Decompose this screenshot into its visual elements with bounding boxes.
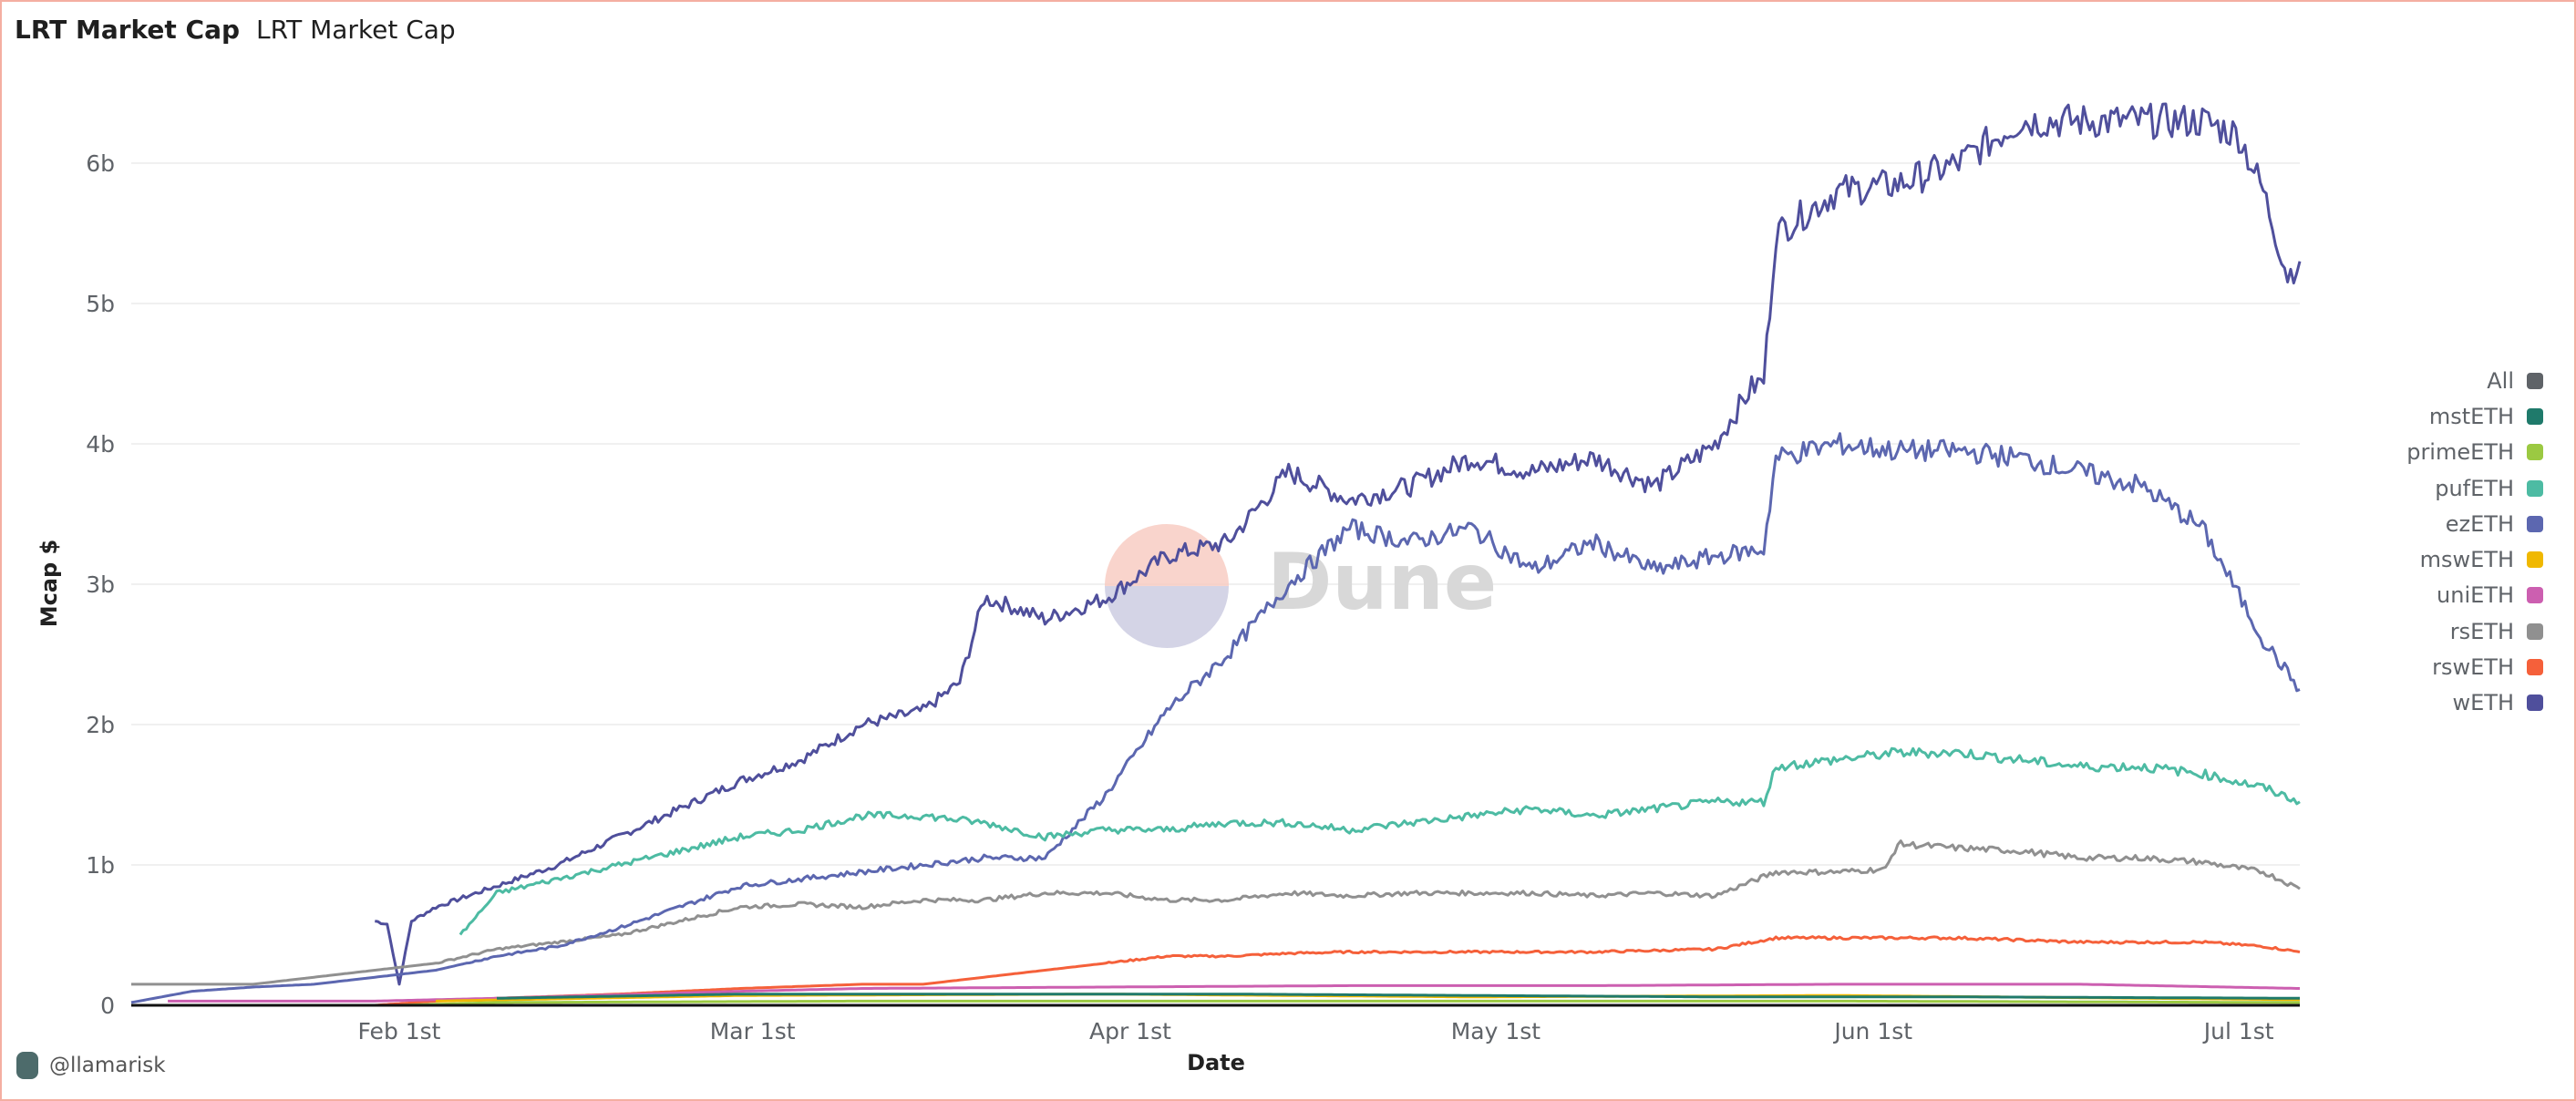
legend-swatch [2527,515,2543,532]
legend-label: mstETH [2428,403,2514,429]
y-axis-label: Mcap $ [36,540,62,628]
legend-item-rswETH[interactable]: rswETH [2406,649,2543,684]
legend-item-primeETH[interactable]: primeETH [2406,435,2543,470]
series-line-pufETH [459,746,2301,936]
author-name: @llamarisk [49,1054,166,1077]
legend-item-wETH[interactable]: wETH [2406,685,2543,721]
legend: All mstETH primeETH pufETH ezETH mswETH uniETH… [2406,363,2543,721]
legend-item-pufETH[interactable]: pufETH [2406,470,2543,506]
legend-swatch [2527,659,2543,676]
legend-item-uniETH[interactable]: uniETH [2406,578,2543,613]
visualization-title: LRT Market Cap [256,15,456,45]
legend-label: wETH [2452,690,2515,716]
legend-swatch [2527,372,2543,389]
legend-label: mswETH [2419,547,2514,573]
y-tick-label: 5b [86,291,115,317]
x-tick-label: Apr 1st [1089,1018,1171,1044]
y-tick-label: 0 [100,993,115,1019]
avatar [16,1052,38,1079]
series-line-wETH [375,102,2302,986]
query-title: LRT Market Cap [15,15,241,45]
x-tick-label: Jul 1st [2202,1018,2274,1044]
x-tick-label: Feb 1st [358,1018,441,1044]
legend-swatch [2527,623,2543,640]
dune-watermark: Dune [1267,537,1497,628]
author[interactable]: @llamarisk [16,1052,166,1079]
legend-label: rsETH [2449,618,2514,644]
dune-logo-bottom [1105,586,1229,648]
y-tick-label: 6b [86,150,115,177]
legend-swatch [2527,479,2543,497]
series-line-rswETH [375,935,2301,1007]
x-axis-label: Date [1187,1050,1245,1075]
series-line-ezETH [130,432,2301,1004]
x-tick-label: May 1st [1451,1018,1541,1044]
legend-swatch [2527,407,2543,425]
legend-swatch [2527,551,2543,569]
legend-item-mstETH[interactable]: mstETH [2406,398,2543,434]
legend-label: pufETH [2435,475,2514,501]
legend-swatch [2527,444,2543,461]
legend-label: rswETH [2432,654,2514,681]
series-line-rsETH [131,839,2301,986]
x-tick-label: Mar 1st [710,1018,796,1044]
legend-label: primeETH [2406,439,2514,466]
y-tick-label: 2b [86,712,115,738]
legend-item-ezETH[interactable]: ezETH [2406,506,2543,541]
legend-item-All[interactable]: All [2406,363,2543,398]
y-tick-label: 3b [86,571,115,598]
x-tick-label: Jun 1st [1832,1018,1912,1044]
series-line-primeETH [398,999,2300,1007]
legend-item-mswETH[interactable]: mswETH [2406,541,2543,577]
legend-label: ezETH [2445,510,2514,537]
dune-logo-top [1105,524,1229,586]
series-line-mstETH [496,993,2300,1000]
y-tick-label: 1b [86,852,115,879]
y-tick-label: 4b [86,431,115,458]
legend-label: uniETH [2437,582,2514,609]
series-line-uniETH [168,983,2300,1003]
chart-title: LRT Market Cap LRT Market Cap [15,15,456,45]
legend-label: All [2487,367,2514,394]
legend-item-rsETH[interactable]: rsETH [2406,613,2543,649]
legend-swatch [2527,587,2543,604]
legend-swatch [2527,695,2543,712]
